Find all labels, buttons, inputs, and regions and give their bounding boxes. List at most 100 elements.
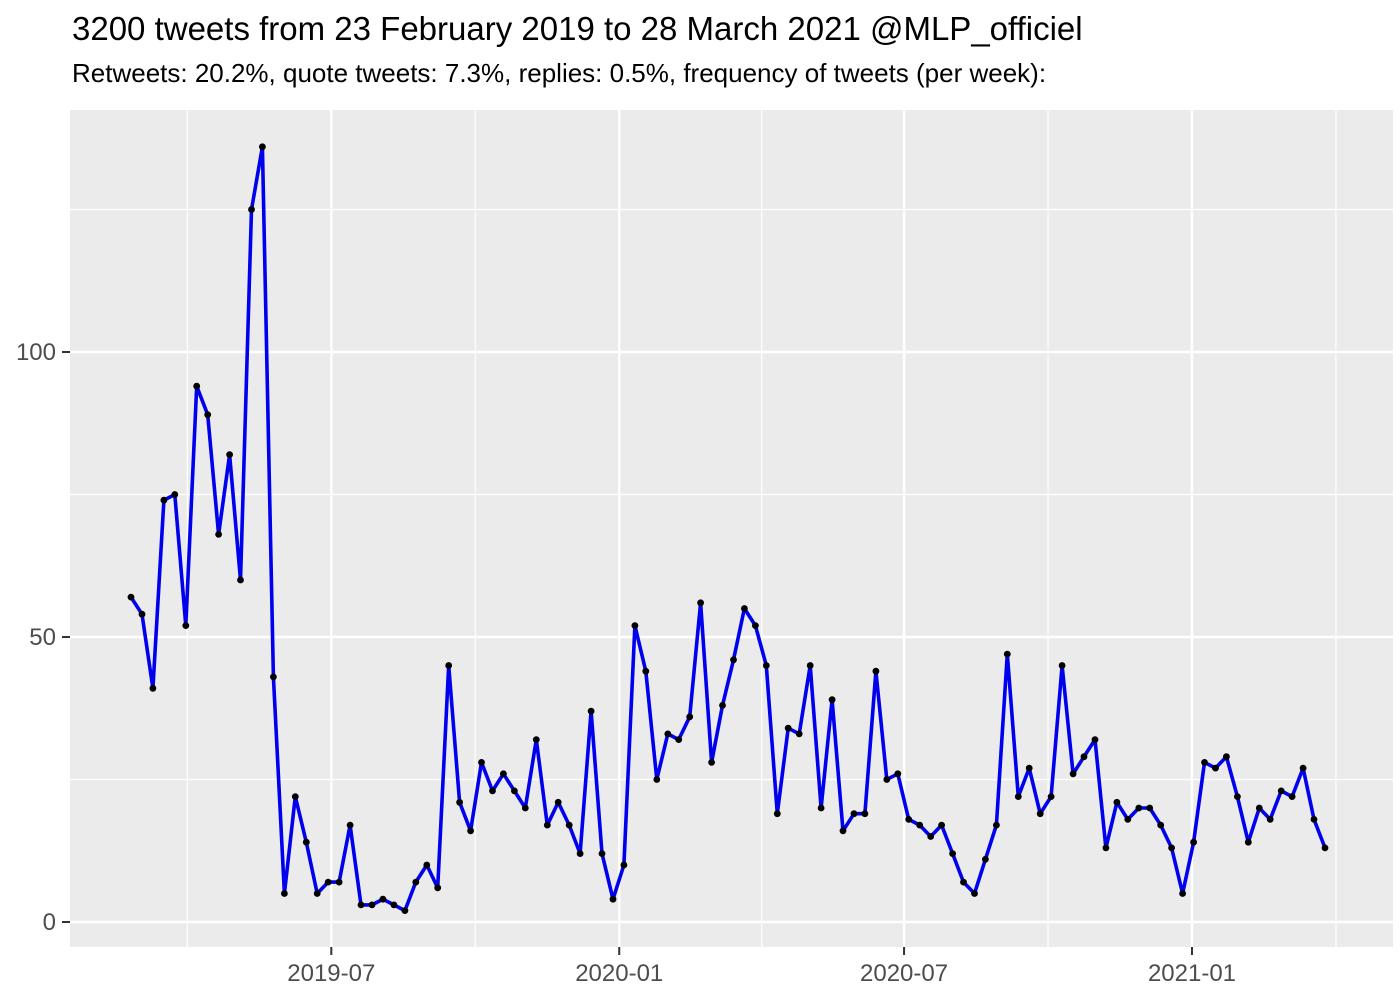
data-point xyxy=(500,770,507,778)
data-point xyxy=(653,776,661,783)
data-point xyxy=(576,850,584,857)
data-point xyxy=(368,901,376,909)
data-point xyxy=(346,821,354,829)
data-point xyxy=(795,730,803,738)
minor-gridlines xyxy=(70,110,1393,947)
data-point xyxy=(982,855,989,863)
data-point xyxy=(916,821,924,829)
y-tick-label: 100 xyxy=(16,339,56,366)
y-tick-label: 50 xyxy=(29,624,56,651)
data-point xyxy=(1003,650,1011,658)
data-point xyxy=(960,878,967,886)
data-point xyxy=(1277,787,1285,795)
data-point xyxy=(905,816,913,823)
data-point xyxy=(861,810,869,818)
data-point xyxy=(237,576,244,584)
data-point xyxy=(894,770,902,778)
data-point xyxy=(532,736,540,743)
data-point xyxy=(401,907,409,914)
data-point xyxy=(138,610,146,618)
data-point xyxy=(434,884,442,892)
data-point xyxy=(1135,804,1143,812)
data-point xyxy=(1234,793,1241,800)
data-point xyxy=(1157,821,1165,829)
data-point xyxy=(565,821,573,829)
data-point xyxy=(1124,816,1132,823)
chart-title: 3200 tweets from 23 February 2019 to 28 … xyxy=(72,10,1083,47)
data-point xyxy=(248,206,255,213)
data-point xyxy=(1288,793,1296,800)
data-point xyxy=(1212,764,1219,772)
data-point xyxy=(1299,764,1307,772)
data-points xyxy=(127,143,1329,914)
data-point xyxy=(423,861,431,869)
data-point xyxy=(784,724,792,732)
data-point xyxy=(686,713,694,721)
data-point xyxy=(467,827,474,835)
data-point xyxy=(949,850,956,857)
y-tick-label: 0 xyxy=(43,909,56,936)
data-point xyxy=(149,684,157,692)
data-point xyxy=(938,821,945,829)
data-point xyxy=(993,821,1000,829)
data-point xyxy=(773,810,781,818)
data-point xyxy=(1201,759,1208,766)
x-tick-label: 2020-07 xyxy=(860,960,948,987)
data-point xyxy=(489,787,496,795)
data-point xyxy=(730,656,737,664)
data-point xyxy=(313,890,321,897)
data-point xyxy=(587,707,595,715)
data-point xyxy=(850,810,858,818)
data-point xyxy=(554,798,562,806)
data-point xyxy=(697,599,704,607)
data-point xyxy=(1047,793,1055,800)
data-point xyxy=(839,827,847,835)
chart-subtitle: Retweets: 20.2%, quote tweets: 7.3%, rep… xyxy=(72,58,1047,88)
data-point xyxy=(1058,662,1066,669)
data-point xyxy=(193,382,201,390)
data-point xyxy=(171,491,179,498)
data-point xyxy=(817,804,825,812)
data-point xyxy=(226,451,234,458)
data-point xyxy=(598,850,606,857)
data-point xyxy=(609,895,617,903)
data-point xyxy=(412,878,420,886)
data-point xyxy=(259,143,266,151)
data-point xyxy=(1310,816,1318,823)
data-point xyxy=(215,531,223,538)
x-tick-label: 2021-01 xyxy=(1148,960,1236,987)
data-point xyxy=(1266,816,1274,823)
data-point xyxy=(1146,804,1154,812)
axes: 0 50 100 2019-07 2020-01 2020-07 2021-01 xyxy=(16,339,1236,987)
data-point xyxy=(741,605,748,612)
data-point xyxy=(1014,793,1022,800)
data-point xyxy=(127,593,135,601)
data-point xyxy=(456,798,463,806)
data-point xyxy=(872,667,880,675)
data-point xyxy=(291,793,299,800)
data-point xyxy=(160,496,168,504)
data-point xyxy=(390,901,398,909)
data-point xyxy=(270,673,277,681)
data-point xyxy=(281,890,288,897)
data-point xyxy=(1190,838,1197,846)
data-point xyxy=(1080,753,1088,761)
data-point xyxy=(1244,838,1252,846)
data-point xyxy=(1255,804,1263,812)
data-point xyxy=(302,838,310,846)
data-point xyxy=(1179,890,1186,897)
data-point xyxy=(543,821,551,829)
data-point xyxy=(675,736,683,743)
data-point xyxy=(620,861,628,869)
data-point xyxy=(631,622,639,629)
data-point xyxy=(1025,764,1033,772)
data-point xyxy=(927,833,935,840)
data-point xyxy=(324,878,332,886)
data-point xyxy=(664,730,672,738)
data-point xyxy=(828,696,836,704)
data-point xyxy=(708,759,715,766)
data-point xyxy=(1113,798,1121,806)
data-point xyxy=(1223,753,1230,761)
